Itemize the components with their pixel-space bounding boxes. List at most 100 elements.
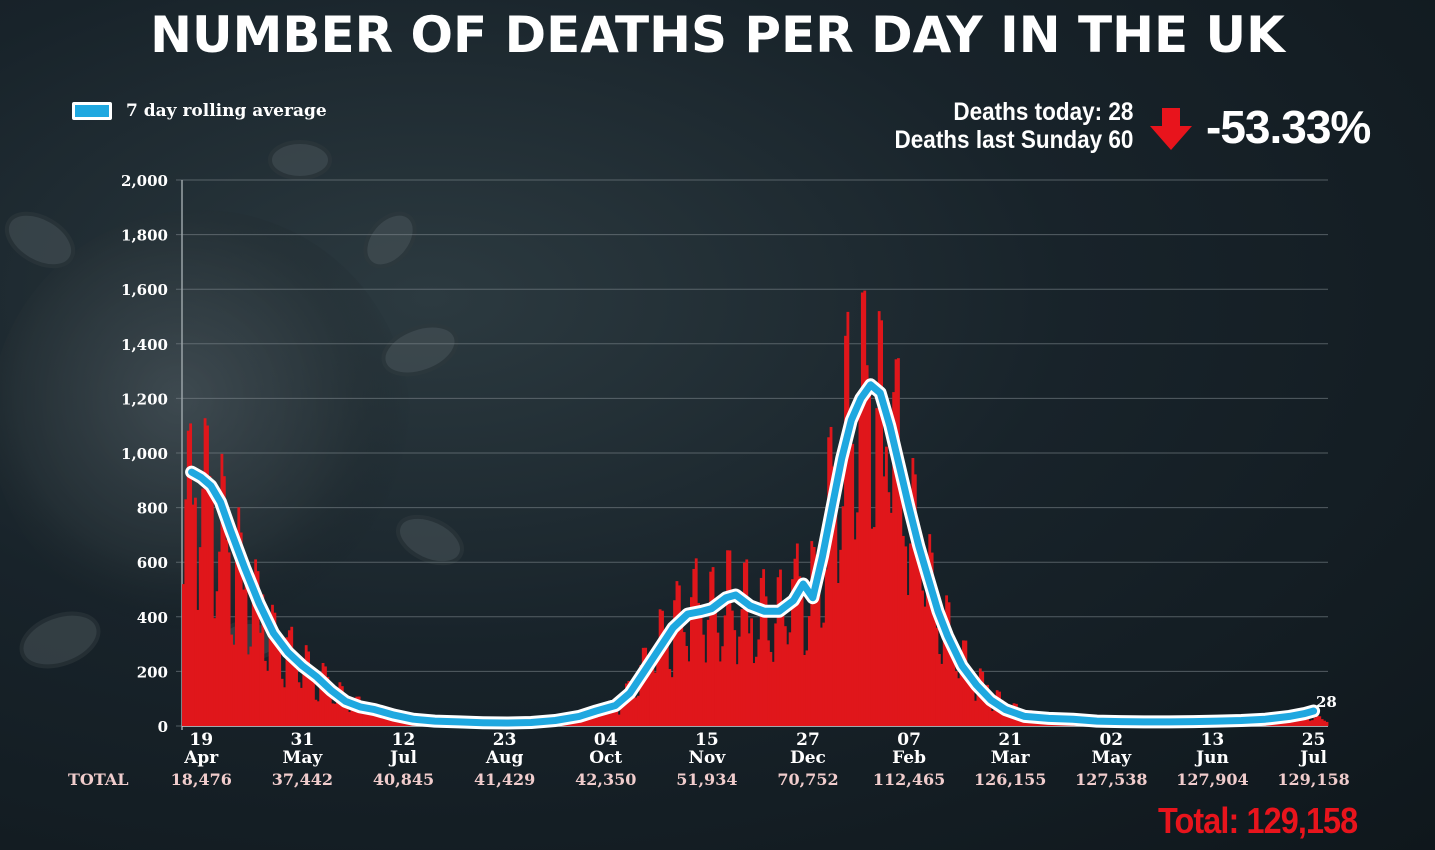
- daily-bar: [706, 619, 710, 726]
- y-tick-label: 400: [137, 609, 168, 627]
- grand-total: Total: 129,158: [1158, 800, 1358, 841]
- daily-bar: [596, 712, 599, 726]
- daily-bar: [935, 627, 939, 726]
- daily-bar: [247, 654, 250, 726]
- daily-bar: [1005, 712, 1009, 726]
- x-tick-month: Mar: [991, 748, 1031, 768]
- daily-bar: [892, 392, 896, 726]
- daily-bar: [709, 571, 713, 726]
- cumulative-total: 129,158: [1277, 770, 1349, 789]
- daily-bar: [755, 656, 758, 726]
- daily-bar: [839, 549, 843, 726]
- x-tick-day: 13: [1201, 730, 1225, 750]
- x-tick-day: 12: [392, 730, 416, 750]
- cumulative-total: 41,429: [474, 770, 535, 789]
- daily-bar: [750, 618, 753, 726]
- daily-bar: [239, 532, 243, 726]
- daily-bar: [988, 701, 992, 726]
- daily-bar: [249, 646, 253, 726]
- daily-bar: [868, 385, 871, 726]
- daily-bar: [974, 700, 977, 726]
- daily-bar: [702, 634, 705, 726]
- daily-bar: [319, 680, 323, 726]
- daily-bar: [266, 670, 270, 726]
- daily-bar: [704, 662, 708, 726]
- daily-bar: [326, 676, 330, 726]
- y-tick-label: 1,200: [121, 390, 168, 408]
- daily-bar: [673, 600, 676, 726]
- daily-bar: [1325, 721, 1329, 726]
- daily-bar: [742, 562, 746, 726]
- daily-bar: [295, 669, 298, 726]
- daily-bar: [803, 655, 806, 726]
- daily-bar: [232, 644, 236, 726]
- daily-bar: [201, 488, 205, 726]
- daily-bar: [687, 661, 691, 726]
- x-tick-day: 02: [1099, 730, 1123, 750]
- daily-bar: [692, 568, 696, 726]
- cumulative-total: 18,476: [171, 770, 232, 789]
- daily-bar: [398, 720, 402, 726]
- daily-bar: [776, 577, 780, 726]
- x-tick-month: Feb: [892, 748, 926, 768]
- daily-bar: [957, 678, 961, 726]
- x-tick-day: 15: [695, 730, 719, 750]
- daily-bar: [605, 708, 609, 726]
- daily-bar: [196, 609, 200, 726]
- daily-bar: [923, 606, 927, 726]
- daily-bar: [1323, 720, 1326, 726]
- daily-bar: [644, 647, 648, 726]
- daily-bar: [384, 718, 388, 726]
- daily-bar: [786, 644, 790, 726]
- daily-bar: [882, 476, 886, 726]
- x-tick-month: Jul: [388, 748, 417, 768]
- daily-bar: [897, 358, 900, 726]
- daily-bar: [954, 671, 958, 726]
- daily-bar: [757, 639, 761, 726]
- daily-bar: [316, 701, 320, 726]
- daily-bar: [646, 666, 650, 726]
- daily-bar: [617, 714, 621, 726]
- stats-box: Deaths today: 28 Deaths last Sunday 60: [894, 98, 1133, 154]
- daily-bar: [928, 534, 932, 726]
- daily-bar: [844, 335, 847, 726]
- daily-bar: [1318, 716, 1322, 726]
- daily-bar: [336, 694, 339, 726]
- daily-bar: [1315, 715, 1319, 726]
- cumulative-total: 40,845: [373, 770, 434, 789]
- daily-bar: [901, 535, 905, 726]
- x-tick-day: 21: [998, 730, 1022, 750]
- daily-bar: [880, 320, 883, 726]
- daily-bar: [367, 712, 371, 726]
- daily-bar: [990, 711, 994, 726]
- daily-bar: [860, 292, 864, 726]
- daily-bar: [904, 546, 908, 726]
- daily-bar: [993, 705, 997, 726]
- daily-bar: [350, 708, 354, 726]
- daily-bar: [832, 466, 835, 726]
- daily-bar: [203, 418, 207, 726]
- daily-bar: [254, 559, 258, 726]
- daily-bar: [263, 660, 267, 726]
- daily-bar: [735, 664, 739, 726]
- daily-bar: [730, 610, 734, 726]
- daily-bar: [699, 613, 703, 726]
- daily-bar: [275, 632, 279, 726]
- daily-bar: [369, 706, 373, 726]
- daily-bar: [697, 602, 701, 726]
- daily-bar: [976, 689, 980, 726]
- y-tick-label: 600: [137, 554, 168, 572]
- daily-bar: [328, 691, 332, 726]
- daily-bar: [885, 446, 888, 726]
- percent-change: -53.33%: [1206, 101, 1371, 153]
- x-tick-month: Aug: [485, 748, 524, 768]
- daily-bar: [945, 595, 949, 726]
- daily-bar: [1291, 721, 1295, 726]
- daily-bar: [872, 527, 876, 726]
- daily-bar: [690, 597, 693, 726]
- daily-bar: [822, 622, 826, 726]
- daily-bar: [764, 596, 768, 726]
- daily-bar: [256, 571, 260, 726]
- daily-bar: [273, 612, 277, 726]
- daily-bar: [962, 640, 965, 726]
